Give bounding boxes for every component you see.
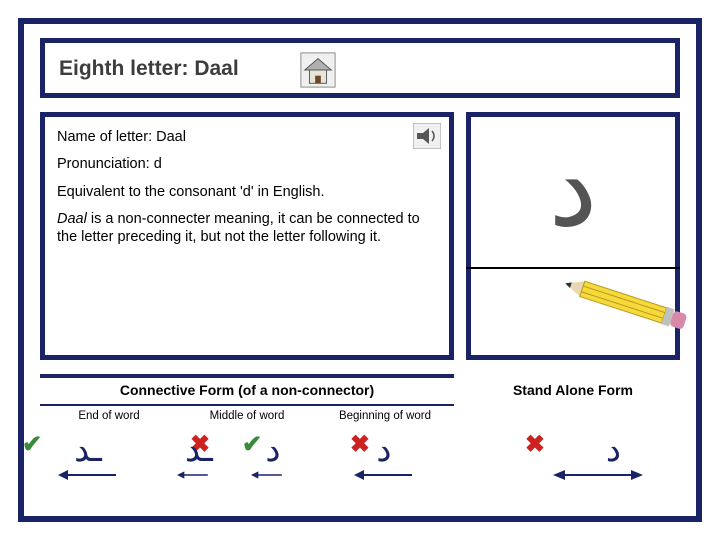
main-frame: Eighth letter: Daal Name of letter: Daal…	[18, 18, 702, 522]
connecter-text: is a non-connecter meaning, it can be co…	[57, 211, 420, 244]
standalone-glyph: د	[576, 424, 621, 470]
writing-box: د	[466, 112, 680, 360]
pronunciation-line: Pronunciation: d	[57, 156, 437, 173]
page-title: Eighth letter: Daal	[59, 57, 239, 81]
letter-name-italic: Daal	[57, 211, 87, 227]
glyphs-row: ✔ ـد ✖ ـد ✔ د	[14, 424, 702, 494]
end-glyph: ـد	[74, 424, 102, 470]
connecter-line: Daal is a non-connecter meaning, it can …	[57, 211, 437, 246]
arrow-left-icon	[58, 468, 118, 482]
standalone-cell: ✖ د	[495, 424, 702, 494]
home-icon[interactable]	[299, 51, 337, 89]
middle-of-word-header: Middle of word	[178, 404, 316, 422]
description-box: Name of letter: Daal Pronunciation: d Eq…	[40, 112, 454, 360]
arrow-both-icon	[553, 468, 643, 482]
end-cell: ✔ ـد	[14, 424, 162, 494]
title-box: Eighth letter: Daal	[40, 38, 680, 98]
big-letter: د	[471, 117, 675, 243]
pencil-icon	[556, 268, 694, 352]
cross-icon: ✖	[350, 430, 370, 459]
check-icon: ✔	[22, 430, 42, 459]
standalone-form-label: Stand Alone Form	[466, 382, 680, 398]
connective-form-label: Connective Form (of a non-connector)	[40, 382, 454, 398]
equivalent-line: Equivalent to the consonant 'd' in Engli…	[57, 184, 437, 201]
beginning-of-word-header: Beginning of word	[316, 404, 454, 422]
middle-left-glyph: ـد	[185, 424, 213, 470]
beginning-glyph: د	[376, 424, 391, 470]
name-line: Name of letter: Daal	[57, 129, 437, 146]
check-icon: ✔	[242, 430, 262, 459]
arrow-left-icon	[177, 468, 221, 482]
connective-divider	[40, 374, 454, 378]
cross-icon: ✖	[525, 430, 545, 459]
arrow-left-icon	[354, 468, 414, 482]
beginning-cell: ✖ د	[310, 424, 458, 494]
speaker-icon[interactable]	[413, 123, 441, 149]
middle-right-glyph: د	[265, 424, 280, 470]
middle-cell: ✖ ـد ✔ د	[162, 424, 310, 494]
arrow-left-icon	[251, 468, 295, 482]
end-of-word-header: End of word	[40, 404, 178, 422]
form-headers-row: End of word Middle of word Beginning of …	[40, 404, 454, 422]
spacer-cell	[458, 424, 495, 494]
